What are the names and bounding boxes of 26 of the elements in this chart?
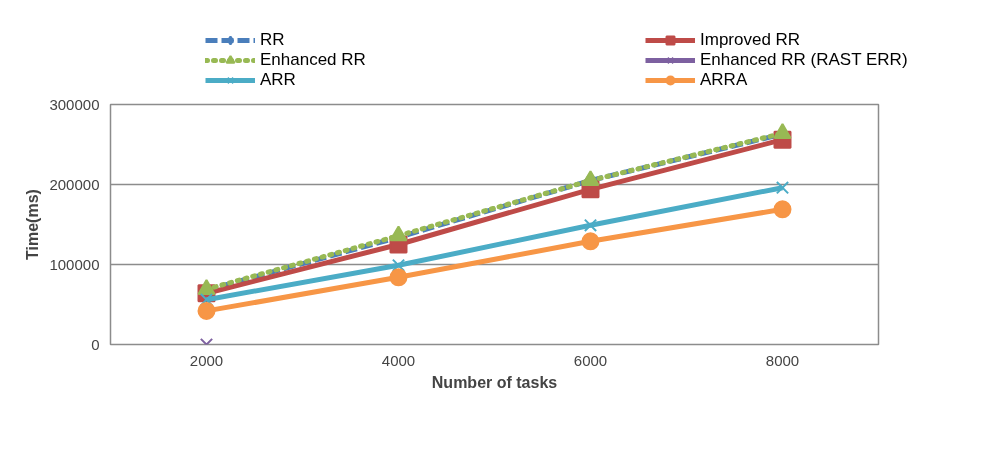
x-tick-label: 2000 <box>189 351 224 369</box>
point <box>389 225 408 242</box>
y-tick-label: 0 <box>91 335 100 353</box>
legend-label: Enhanced RR <box>260 50 367 70</box>
legend-label: Improved RR <box>700 30 802 50</box>
point <box>775 181 790 195</box>
point <box>581 232 600 251</box>
y-tick-label: 300000 <box>49 95 100 113</box>
x-tick-label: 8000 <box>765 351 800 369</box>
legend-label: RR <box>260 30 286 50</box>
point <box>391 258 406 272</box>
y-tick-label: 100000 <box>49 255 100 273</box>
legend-label: ARRA <box>700 70 749 90</box>
y-tick-label: 200000 <box>49 175 100 193</box>
x-tick-label: 6000 <box>573 351 608 369</box>
point <box>389 268 408 287</box>
legend-label: Enhanced RR (RAST ERR) <box>700 50 909 70</box>
x-axis-title: Number of tasks <box>431 373 558 391</box>
point <box>583 218 598 232</box>
x-tick-label: 4000 <box>381 351 416 369</box>
point <box>773 200 792 219</box>
y-axis-title: Time(ms) <box>24 189 42 260</box>
legend-label: ARR <box>260 70 297 90</box>
point <box>773 123 792 139</box>
point <box>197 301 216 320</box>
point <box>199 293 214 307</box>
